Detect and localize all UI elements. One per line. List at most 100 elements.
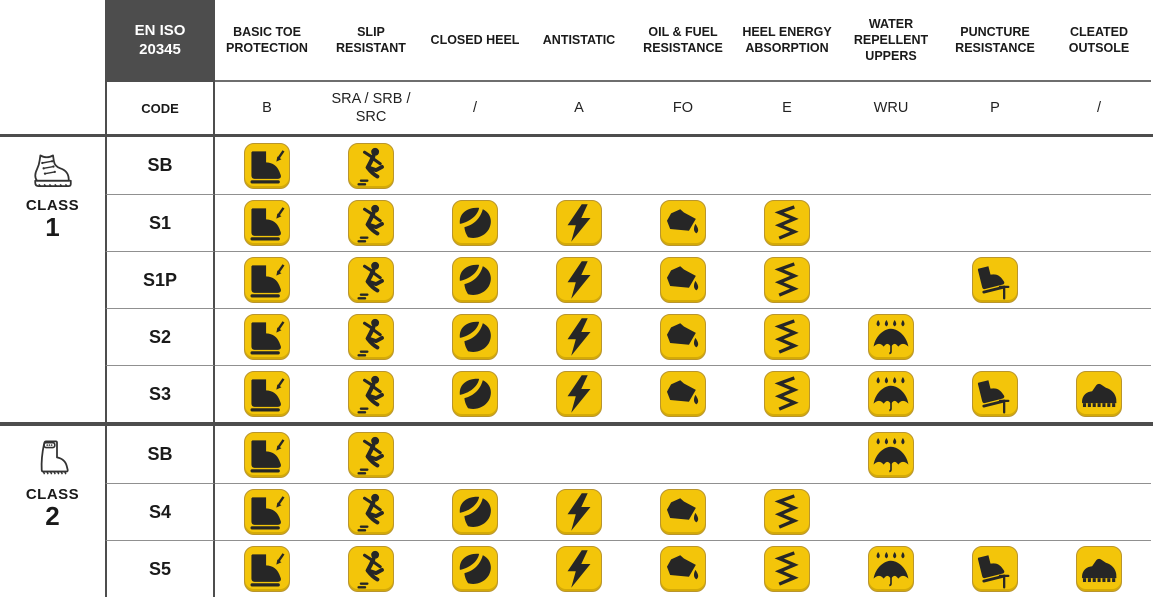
feature-cell-s1p-slip-resistant (319, 251, 423, 308)
standard-title-text: EN ISO 20345 (134, 22, 186, 58)
feature-cell-s5-toe-protection (215, 540, 319, 597)
feature-cell-s1-antistatic (527, 194, 631, 251)
feature-cell-sb-puncture (943, 426, 1047, 483)
feature-cell-s5-puncture (943, 540, 1047, 597)
feature-cell-sb-slip-resistant (319, 137, 423, 194)
class-2-cell: CLASS 2 (0, 426, 105, 597)
feature-cell-sb-puncture (943, 137, 1047, 194)
slip-resistant-icon (348, 489, 394, 535)
feature-cell-sb-antistatic (527, 426, 631, 483)
feature-cell-sb-heel-energy (735, 426, 839, 483)
feature-cell-s4-antistatic (527, 483, 631, 540)
heel-energy-icon (764, 314, 810, 360)
feature-cell-s4-puncture (943, 483, 1047, 540)
slip-resistant-icon (348, 546, 394, 592)
feature-cell-s3-heel-energy (735, 365, 839, 422)
column-header-closed-heel: CLOSED HEEL (423, 0, 527, 82)
feature-cell-s4-slip-resistant (319, 483, 423, 540)
code-label: CODE (141, 100, 179, 116)
code-value-toe-protection: B (262, 99, 272, 116)
code-corner-spacer (0, 82, 105, 134)
column-header-puncture: PUNCTURE RESISTANCE (943, 0, 1047, 82)
feature-cell-s1p-antistatic (527, 251, 631, 308)
antistatic-icon (556, 546, 602, 592)
code-value-slip-resistant: SRA / SRB / SRC (331, 90, 411, 125)
feature-cell-s5-water-repellent (839, 540, 943, 597)
column-header-toe-protection: BASIC TOE PROTECTION (215, 0, 319, 82)
closed-heel-icon (452, 371, 498, 417)
toe-protection-icon (244, 257, 290, 303)
feature-cell-s3-oil-fuel (631, 365, 735, 422)
feature-cell-s4-heel-energy (735, 483, 839, 540)
oil-fuel-icon (660, 200, 706, 246)
feature-cell-sb-toe-protection (215, 426, 319, 483)
code-value-cleated-outsole: / (1096, 99, 1102, 116)
rating-code-s3: S3 (105, 365, 215, 422)
feature-cell-s4-closed-heel (423, 483, 527, 540)
feature-cell-sb-heel-energy (735, 137, 839, 194)
heel-energy-icon (764, 257, 810, 303)
feature-cell-s2-heel-energy (735, 308, 839, 365)
feature-cell-s1-heel-energy (735, 194, 839, 251)
feature-cell-s3-closed-heel (423, 365, 527, 422)
feature-cell-s1-cleated-outsole (1047, 194, 1151, 251)
column-header-antistatic: ANTISTATIC (527, 0, 631, 82)
class-label: CLASS (25, 197, 80, 214)
feature-cell-s2-water-repellent (839, 308, 943, 365)
feature-cell-s5-heel-energy (735, 540, 839, 597)
code-row: CODE B SRA / SRB / SRC / A FO E WRU P / (0, 82, 1153, 137)
water-repellent-icon (868, 371, 914, 417)
feature-cell-s1-slip-resistant (319, 194, 423, 251)
feature-cell-s4-cleated-outsole (1047, 483, 1151, 540)
feature-cell-sb-cleated-outsole (1047, 426, 1151, 483)
toe-protection-icon (244, 200, 290, 246)
slip-resistant-icon (348, 314, 394, 360)
feature-cell-s1p-closed-heel (423, 251, 527, 308)
feature-cell-s1p-water-repellent (839, 251, 943, 308)
toe-protection-icon (244, 142, 290, 189)
closed-heel-icon (452, 546, 498, 592)
feature-cell-s1p-puncture (943, 251, 1047, 308)
code-row-header: CODE (105, 82, 215, 134)
closed-heel-icon (452, 200, 498, 246)
toe-protection-icon (244, 371, 290, 417)
header-corner-spacer (0, 0, 105, 82)
feature-cell-sb-oil-fuel (631, 426, 735, 483)
closed-heel-icon (452, 314, 498, 360)
feature-cell-sb-water-repellent (839, 137, 943, 194)
feature-cell-s1-oil-fuel (631, 194, 735, 251)
feature-cell-s4-oil-fuel (631, 483, 735, 540)
heel-energy-icon (764, 546, 810, 592)
feature-cell-s2-oil-fuel (631, 308, 735, 365)
class-1-section: CLASS 1 SB S1 S1P S2 S3 (0, 137, 1153, 422)
class-number: 2 (45, 501, 60, 531)
feature-cell-s5-slip-resistant (319, 540, 423, 597)
antistatic-icon (556, 200, 602, 246)
toe-protection-icon (244, 489, 290, 535)
antistatic-icon (556, 314, 602, 360)
slip-resistant-icon (348, 142, 394, 189)
antistatic-icon (556, 489, 602, 535)
cleated-outsole-icon (1076, 371, 1122, 417)
rating-code-s1: S1 (105, 194, 215, 251)
feature-cell-s2-cleated-outsole (1047, 308, 1151, 365)
feature-cell-s5-oil-fuel (631, 540, 735, 597)
heel-energy-icon (764, 489, 810, 535)
feature-cell-sb-closed-heel (423, 137, 527, 194)
feature-cell-s2-antistatic (527, 308, 631, 365)
antistatic-icon (556, 257, 602, 303)
feature-cell-sb-cleated-outsole (1047, 137, 1151, 194)
feature-cell-sb-oil-fuel (631, 137, 735, 194)
standard-title: EN ISO 20345 (105, 0, 215, 82)
feature-cell-s1-water-repellent (839, 194, 943, 251)
class-label: CLASS (25, 486, 80, 503)
feature-cell-s1p-oil-fuel (631, 251, 735, 308)
rating-code-s1p: S1P (105, 251, 215, 308)
feature-cell-s1p-heel-energy (735, 251, 839, 308)
feature-cell-s1p-toe-protection (215, 251, 319, 308)
puncture-icon (972, 257, 1018, 303)
feature-cell-s1-puncture (943, 194, 1047, 251)
feature-cell-s3-antistatic (527, 365, 631, 422)
toe-protection-icon (244, 314, 290, 360)
